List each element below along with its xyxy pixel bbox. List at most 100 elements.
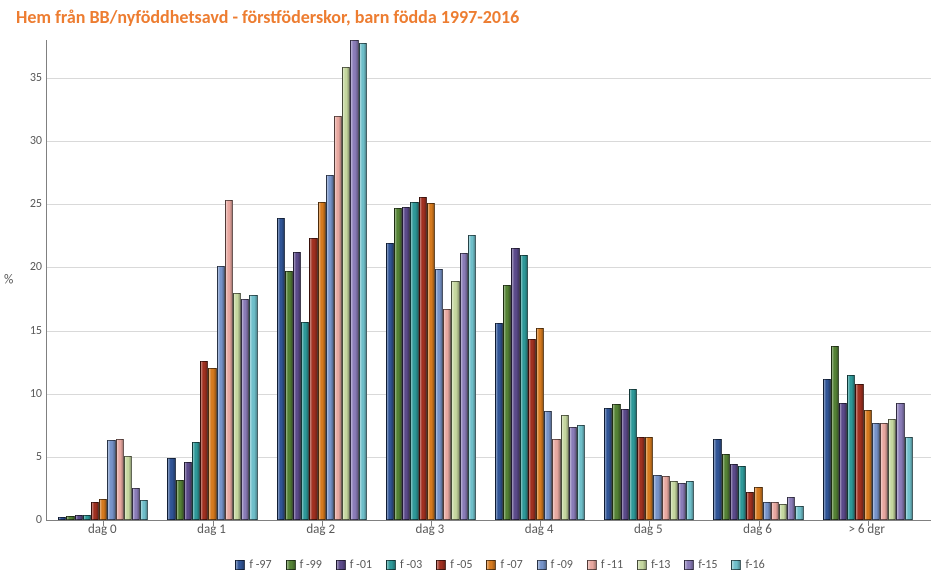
x-tick-label: dag 4 [525, 522, 554, 537]
bar [318, 202, 326, 520]
x-tick-label: dag 0 [88, 522, 117, 537]
bar-group [823, 40, 913, 520]
bar [249, 295, 257, 520]
bar [285, 271, 293, 520]
legend-item: f -01 [336, 558, 372, 572]
x-tick-label: dag 3 [416, 522, 445, 537]
bar [847, 375, 855, 520]
bar [386, 243, 394, 520]
y-tick-label: 30 [8, 134, 42, 148]
bar [301, 322, 309, 520]
bar [880, 423, 888, 520]
bar [334, 116, 342, 520]
bar [771, 502, 779, 520]
bar [217, 266, 225, 520]
legend-swatch [486, 560, 496, 570]
bar [124, 456, 132, 520]
bar-group [58, 40, 148, 520]
bar [419, 197, 427, 520]
bar [225, 200, 233, 520]
bar [686, 481, 694, 520]
x-tick-label: dag 6 [743, 522, 772, 537]
legend-item: f -05 [436, 558, 472, 572]
bar [394, 208, 402, 520]
legend-label: f -09 [551, 558, 573, 572]
bar [746, 492, 754, 520]
x-tick-label: dag 2 [306, 522, 335, 537]
legend-swatch [235, 560, 245, 570]
bar [359, 43, 367, 520]
y-tick-label: 5 [8, 450, 42, 464]
legend-item: f-16 [731, 558, 764, 572]
y-tick-label: 10 [8, 387, 42, 401]
bar-group [167, 40, 257, 520]
bar [99, 499, 107, 520]
plot-area [46, 40, 931, 521]
y-tick-label: 20 [8, 260, 42, 274]
bar [670, 481, 678, 520]
bar [722, 454, 730, 520]
legend-swatch [286, 560, 296, 570]
x-tick-label: dag 1 [197, 522, 226, 537]
bar [888, 419, 896, 520]
legend-swatch [684, 560, 694, 570]
bar-group [386, 40, 476, 520]
bar [342, 67, 350, 520]
legend-item: f -03 [386, 558, 422, 572]
legend-label: f -01 [350, 558, 372, 572]
bar [779, 504, 787, 520]
bar [241, 299, 249, 520]
bar [678, 483, 686, 520]
bar [763, 502, 771, 520]
bar-group [495, 40, 585, 520]
bar [167, 458, 175, 520]
bar [795, 506, 803, 520]
bar [410, 202, 418, 520]
bar [277, 218, 285, 520]
bar [536, 328, 544, 520]
legend-label: f -05 [450, 558, 472, 572]
legend-swatch [587, 560, 597, 570]
bar [233, 293, 241, 520]
bar [621, 409, 629, 520]
bar [511, 248, 519, 520]
bar [787, 497, 795, 520]
y-axis-label: % [4, 273, 13, 288]
bar [427, 203, 435, 520]
chart-title: Hem från BB/nyföddhetsavd - förstfödersk… [16, 6, 519, 28]
legend-label: f -07 [500, 558, 522, 572]
bar [200, 361, 208, 520]
legend-label: f -11 [601, 558, 623, 572]
legend-label: f-13 [651, 558, 670, 572]
y-tick-label: 0 [8, 513, 42, 527]
bar-group [713, 40, 803, 520]
legend-label: f -97 [249, 558, 271, 572]
bar [58, 517, 66, 520]
legend-item: f-15 [684, 558, 717, 572]
legend-label: f-16 [745, 558, 764, 572]
bar [713, 439, 721, 520]
legend-swatch [336, 560, 346, 570]
bar [326, 175, 334, 520]
bar [192, 442, 200, 520]
bar [754, 487, 762, 520]
bar [839, 403, 847, 520]
legend-swatch [731, 560, 741, 570]
y-tick-label: 35 [8, 71, 42, 85]
bar [468, 235, 476, 520]
bar [637, 437, 645, 520]
bar-group [604, 40, 694, 520]
legend-item: f -99 [286, 558, 322, 572]
bar [569, 427, 577, 520]
bar [402, 207, 410, 520]
bar [544, 411, 552, 520]
bar [831, 346, 839, 520]
bar [503, 285, 511, 520]
bar [435, 269, 443, 520]
bar [738, 466, 746, 520]
legend-item: f-13 [637, 558, 670, 572]
bar [604, 408, 612, 520]
bar [66, 516, 74, 520]
legend-swatch [537, 560, 547, 570]
bar [864, 410, 872, 520]
